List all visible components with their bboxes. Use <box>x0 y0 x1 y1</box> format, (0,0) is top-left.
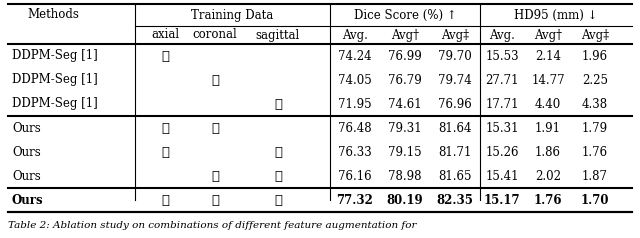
Text: 77.32: 77.32 <box>337 193 373 207</box>
Text: Dice Score (%) ↑: Dice Score (%) ↑ <box>354 9 456 21</box>
Text: coronal: coronal <box>193 29 237 41</box>
Text: Ours: Ours <box>12 169 41 183</box>
Text: 1.76: 1.76 <box>582 145 608 159</box>
Text: 15.53: 15.53 <box>485 50 519 63</box>
Text: 1.91: 1.91 <box>535 122 561 134</box>
Text: Ours: Ours <box>12 122 41 134</box>
Text: 81.65: 81.65 <box>438 169 472 183</box>
Text: 1.87: 1.87 <box>582 169 608 183</box>
Text: 76.48: 76.48 <box>338 122 372 134</box>
Text: ✓: ✓ <box>211 122 219 134</box>
Text: 4.38: 4.38 <box>582 98 608 110</box>
Text: ✓: ✓ <box>161 50 169 63</box>
Text: 81.64: 81.64 <box>438 122 472 134</box>
Text: 78.98: 78.98 <box>388 169 422 183</box>
Text: Training Data: Training Data <box>191 9 274 21</box>
Text: Avg†: Avg† <box>391 29 419 41</box>
Text: 15.31: 15.31 <box>485 122 519 134</box>
Text: Avg.: Avg. <box>489 29 515 41</box>
Text: Ours: Ours <box>12 145 41 159</box>
Text: Avg.: Avg. <box>342 29 368 41</box>
Text: axial: axial <box>151 29 179 41</box>
Text: HD95 (mm) ↓: HD95 (mm) ↓ <box>515 9 598 21</box>
Text: 74.24: 74.24 <box>338 50 372 63</box>
Text: Table 2: Ablation study on combinations of different feature augmentation for: Table 2: Ablation study on combinations … <box>8 222 417 230</box>
Text: ✓: ✓ <box>274 98 282 110</box>
Text: 2.02: 2.02 <box>535 169 561 183</box>
Text: Methods: Methods <box>27 9 79 21</box>
Text: Avg†: Avg† <box>534 29 562 41</box>
Text: 79.31: 79.31 <box>388 122 422 134</box>
Text: ✓: ✓ <box>274 193 282 207</box>
Text: 76.99: 76.99 <box>388 50 422 63</box>
Text: 15.17: 15.17 <box>484 193 520 207</box>
Text: 76.33: 76.33 <box>338 145 372 159</box>
Text: 76.79: 76.79 <box>388 74 422 86</box>
Text: 2.14: 2.14 <box>535 50 561 63</box>
Text: 71.95: 71.95 <box>338 98 372 110</box>
Text: ✓: ✓ <box>161 122 169 134</box>
Text: 79.74: 79.74 <box>438 74 472 86</box>
Text: Avg‡: Avg‡ <box>581 29 609 41</box>
Text: 17.71: 17.71 <box>485 98 519 110</box>
Text: 27.71: 27.71 <box>485 74 519 86</box>
Text: Avg‡: Avg‡ <box>441 29 469 41</box>
Text: 1.79: 1.79 <box>582 122 608 134</box>
Text: ✓: ✓ <box>274 169 282 183</box>
Text: sagittal: sagittal <box>256 29 300 41</box>
Text: 1.70: 1.70 <box>580 193 609 207</box>
Text: 76.96: 76.96 <box>438 98 472 110</box>
Text: 79.15: 79.15 <box>388 145 422 159</box>
Text: 80.19: 80.19 <box>387 193 423 207</box>
Text: ✓: ✓ <box>211 169 219 183</box>
Text: 1.86: 1.86 <box>535 145 561 159</box>
Text: DDPM-Seg [1]: DDPM-Seg [1] <box>12 98 98 110</box>
Text: ✓: ✓ <box>161 145 169 159</box>
Text: 81.71: 81.71 <box>438 145 472 159</box>
Text: ✓: ✓ <box>274 145 282 159</box>
Text: 82.35: 82.35 <box>436 193 474 207</box>
Text: 15.41: 15.41 <box>485 169 519 183</box>
Text: ✓: ✓ <box>211 193 219 207</box>
Text: 2.25: 2.25 <box>582 74 608 86</box>
Text: 74.61: 74.61 <box>388 98 422 110</box>
Text: DDPM-Seg [1]: DDPM-Seg [1] <box>12 74 98 86</box>
Text: 15.26: 15.26 <box>485 145 519 159</box>
Text: 14.77: 14.77 <box>531 74 565 86</box>
Text: 1.96: 1.96 <box>582 50 608 63</box>
Text: 74.05: 74.05 <box>338 74 372 86</box>
Text: 79.70: 79.70 <box>438 50 472 63</box>
Text: 1.76: 1.76 <box>534 193 563 207</box>
Text: 4.40: 4.40 <box>535 98 561 110</box>
Text: DDPM-Seg [1]: DDPM-Seg [1] <box>12 50 98 63</box>
Text: 76.16: 76.16 <box>338 169 372 183</box>
Text: ✓: ✓ <box>161 193 169 207</box>
Text: ✓: ✓ <box>211 74 219 86</box>
Text: Ours: Ours <box>12 193 44 207</box>
